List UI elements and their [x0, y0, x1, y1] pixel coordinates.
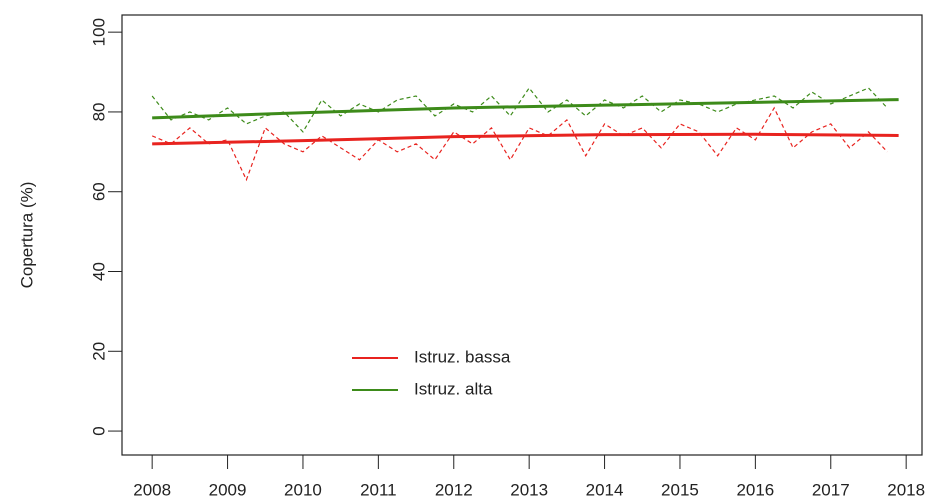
- y-axis-label: Copertura (%): [17, 182, 36, 289]
- y-tick-label: 20: [89, 342, 108, 361]
- x-tick-label: 2009: [209, 480, 247, 499]
- y-tick-label: 0: [89, 426, 108, 435]
- x-tick-label: 2012: [435, 480, 473, 499]
- x-tick-label: 2014: [586, 480, 624, 499]
- x-tick-label: 2010: [284, 480, 322, 499]
- trend-line: [152, 98, 899, 120]
- y-tick-label: 100: [89, 18, 108, 46]
- x-tick-label: 2016: [736, 480, 774, 499]
- trend-line: [152, 132, 899, 146]
- y-tick-label: 80: [89, 102, 108, 121]
- legend-label: Istruz. bassa: [414, 347, 511, 366]
- legend-label: Istruz. alta: [414, 379, 493, 398]
- y-tick-label: 60: [89, 182, 108, 201]
- y-tick-label: 40: [89, 262, 108, 281]
- x-tick-label: 2011: [360, 480, 397, 499]
- x-tick-label: 2018: [887, 480, 925, 499]
- x-tick-label: 2017: [812, 480, 850, 499]
- monthly-line: [151, 86, 888, 133]
- x-tick-label: 2013: [510, 480, 548, 499]
- plot-frame: [121, 14, 923, 456]
- x-tick-label: 2015: [661, 480, 699, 499]
- monthly-line: [151, 106, 888, 182]
- x-tick-label: 2008: [133, 480, 171, 499]
